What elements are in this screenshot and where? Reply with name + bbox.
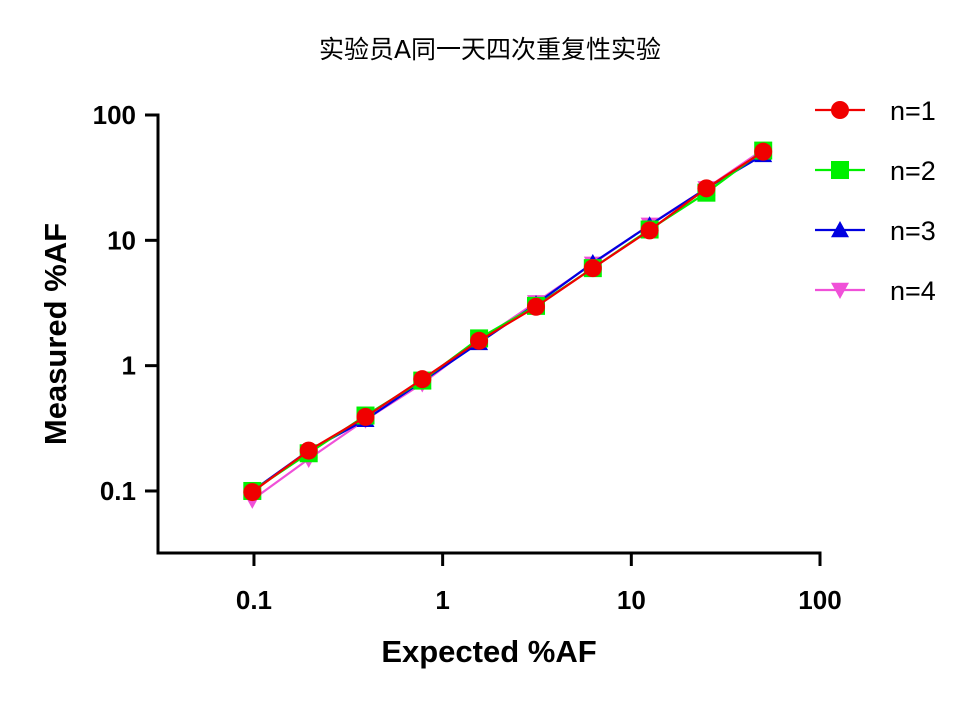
data-point bbox=[527, 297, 546, 316]
y-tick-label: 100 bbox=[93, 100, 136, 130]
data-point bbox=[299, 441, 318, 460]
chart-title: 实验员A同一天四次重复性实验 bbox=[319, 35, 661, 64]
legend-label: n=3 bbox=[890, 216, 936, 246]
data-point bbox=[697, 179, 716, 198]
series-n=2 bbox=[243, 141, 773, 500]
y-tick-label: 1 bbox=[122, 351, 136, 381]
series-line bbox=[251, 150, 764, 493]
legend-label: n=4 bbox=[890, 276, 936, 306]
legend: n=1 n=2 n=3 n=4 bbox=[815, 96, 936, 306]
data-point bbox=[356, 407, 375, 426]
x-axis-label: Expected %AF bbox=[381, 634, 596, 669]
x-tick-label: 0.1 bbox=[236, 585, 272, 615]
data-point bbox=[413, 370, 432, 389]
x-tick-label: 1 bbox=[435, 585, 449, 615]
legend-label: n=1 bbox=[890, 96, 936, 126]
data-point bbox=[640, 221, 659, 240]
legend-marker bbox=[831, 161, 849, 179]
data-point bbox=[754, 142, 773, 161]
legend-item: n=3 bbox=[815, 216, 936, 246]
legend-item: n=1 bbox=[815, 96, 936, 126]
y-tick-label: 10 bbox=[107, 225, 136, 255]
data-point bbox=[583, 259, 602, 278]
legend-marker bbox=[831, 221, 849, 238]
legend-marker bbox=[831, 282, 849, 299]
data-point bbox=[243, 483, 262, 502]
data-point bbox=[470, 331, 489, 350]
series-n=1 bbox=[243, 142, 773, 502]
axes: 0.1 1 10 100 0.1 1 10 100 bbox=[93, 100, 842, 615]
legend-item: n=2 bbox=[815, 156, 936, 186]
plot-area bbox=[243, 141, 773, 509]
y-tick-label: 0.1 bbox=[100, 476, 136, 506]
legend-item: n=4 bbox=[815, 276, 936, 306]
x-tick-label: 10 bbox=[617, 585, 646, 615]
legend-marker bbox=[831, 101, 849, 119]
y-axis-label: Measured %AF bbox=[38, 223, 73, 445]
x-tick-label: 100 bbox=[798, 585, 841, 615]
legend-label: n=2 bbox=[890, 156, 936, 186]
